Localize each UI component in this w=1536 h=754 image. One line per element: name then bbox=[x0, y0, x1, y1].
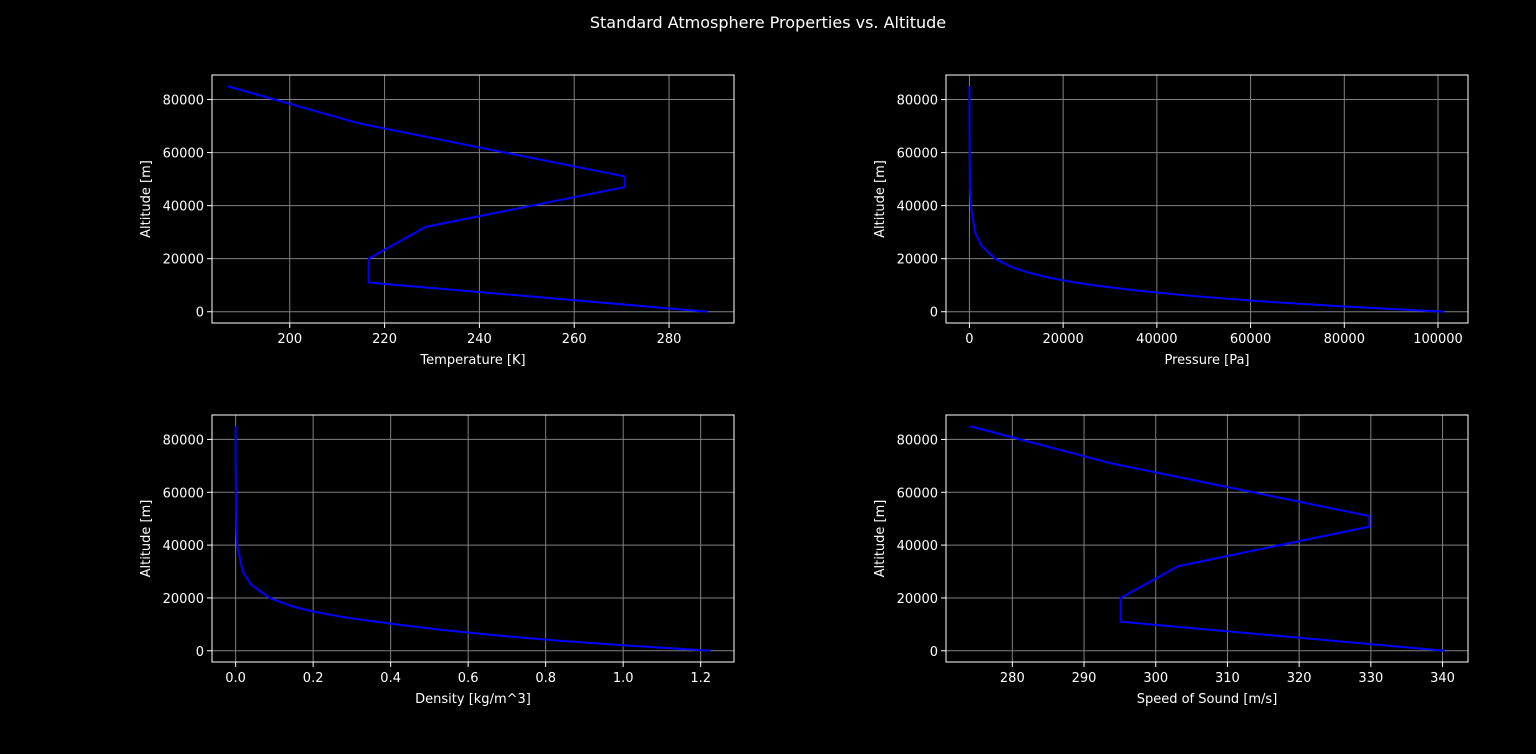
speed-of-sound-series-line-0 bbox=[969, 425, 1445, 652]
temperature-subplot: 200 220 240 260 280 0 20000 40000 60000 80000 Temp… bbox=[139, 74, 735, 368]
temperature-x-tick-label-1: 220 bbox=[372, 332, 397, 347]
speed-of-sound-axes-frame bbox=[945, 414, 1469, 663]
speed-of-sound-x-tick-label-2: 300 bbox=[1143, 671, 1168, 686]
speed-of-sound-y-tick-label-1: 20000 bbox=[897, 592, 938, 607]
pressure-x-tick-label-2: 40000 bbox=[1136, 332, 1177, 347]
temperature-series-line-0 bbox=[227, 85, 708, 313]
speed-of-sound-y-tick-label-4: 80000 bbox=[897, 433, 938, 448]
figure-title: Standard Atmosphere Properties vs. Altit… bbox=[590, 13, 946, 32]
speed-of-sound-x-tick-label-0: 280 bbox=[1000, 671, 1025, 686]
temperature-y-tick-label-4: 80000 bbox=[163, 94, 204, 109]
subplots: 200 220 240 260 280 0 20000 40000 60000 80000 Temp… bbox=[139, 74, 1469, 707]
pressure-x-tick-label-5: 100000 bbox=[1413, 332, 1463, 347]
density-x-tick-label-2: 0.4 bbox=[380, 671, 401, 686]
density-x-axis-label: Density [kg/m^3] bbox=[415, 692, 531, 707]
pressure-x-tick-label-3: 60000 bbox=[1230, 332, 1271, 347]
pressure-y-tick-label-1: 20000 bbox=[897, 253, 938, 268]
density-y-tick-label-0: 0 bbox=[196, 645, 204, 660]
density-y-tick-label-2: 40000 bbox=[163, 539, 204, 554]
density-axes-frame bbox=[211, 414, 735, 663]
density-y-tick-label-4: 80000 bbox=[163, 433, 204, 448]
speed-of-sound-x-tick-label-3: 310 bbox=[1215, 671, 1240, 686]
density-y-tick-label-3: 60000 bbox=[163, 486, 204, 501]
temperature-x-tick-label-0: 200 bbox=[277, 332, 302, 347]
temperature-y-tick-label-1: 20000 bbox=[163, 253, 204, 268]
density-x-tick-label-0: 0.0 bbox=[225, 671, 246, 686]
pressure-x-tick-label-1: 20000 bbox=[1042, 332, 1083, 347]
pressure-subplot: 0 20000 40000 60000 80000 100000 0 20000 40000 60… bbox=[873, 74, 1469, 368]
density-x-tick-label-5: 1.0 bbox=[613, 671, 634, 686]
pressure-axes-frame bbox=[945, 74, 1469, 324]
temperature-y-tick-label-2: 40000 bbox=[163, 200, 204, 215]
temperature-x-tick-label-2: 240 bbox=[467, 332, 492, 347]
density-y-axis-label: Altitude [m] bbox=[139, 500, 154, 578]
speed-of-sound-y-tick-label-3: 60000 bbox=[897, 486, 938, 501]
density-series-line-0 bbox=[234, 426, 711, 652]
pressure-y-tick-label-3: 60000 bbox=[897, 147, 938, 162]
speed-of-sound-x-tick-label-6: 340 bbox=[1430, 671, 1455, 686]
density-x-tick-label-4: 0.8 bbox=[535, 671, 556, 686]
density-x-tick-label-3: 0.6 bbox=[458, 671, 479, 686]
temperature-axes-frame bbox=[211, 74, 735, 324]
pressure-x-tick-label-4: 80000 bbox=[1324, 332, 1365, 347]
pressure-x-axis-label: Pressure [Pa] bbox=[1164, 353, 1249, 368]
speed-of-sound-y-tick-label-2: 40000 bbox=[897, 539, 938, 554]
speed-of-sound-y-tick-label-0: 0 bbox=[930, 645, 938, 660]
pressure-y-tick-label-0: 0 bbox=[930, 306, 938, 321]
speed-of-sound-x-tick-label-1: 290 bbox=[1072, 671, 1097, 686]
temperature-y-tick-label-0: 0 bbox=[196, 306, 204, 321]
temperature-y-tick-label-3: 60000 bbox=[163, 147, 204, 162]
density-subplot: 0.0 0.2 0.4 0.6 0.8 1.0 1.2 0 20000 40000 60000 800… bbox=[139, 414, 735, 707]
density-x-tick-label-6: 1.2 bbox=[690, 671, 711, 686]
temperature-x-tick-label-3: 260 bbox=[562, 332, 587, 347]
density-y-tick-label-1: 20000 bbox=[163, 592, 204, 607]
pressure-series-line-0 bbox=[968, 86, 1445, 313]
speed-of-sound-subplot: 280 290 300 310 320 330 340 0 20000 40000 60000 800… bbox=[873, 414, 1469, 707]
pressure-x-tick-label-0: 0 bbox=[965, 332, 973, 347]
speed-of-sound-y-axis-label: Altitude [m] bbox=[873, 500, 888, 578]
speed-of-sound-x-tick-label-5: 330 bbox=[1358, 671, 1383, 686]
temperature-x-axis-label: Temperature [K] bbox=[419, 353, 525, 368]
pressure-y-tick-label-4: 80000 bbox=[897, 94, 938, 109]
density-x-tick-label-1: 0.2 bbox=[303, 671, 324, 686]
temperature-y-axis-label: Altitude [m] bbox=[139, 160, 154, 238]
speed-of-sound-x-tick-label-4: 320 bbox=[1287, 671, 1312, 686]
pressure-y-axis-label: Altitude [m] bbox=[873, 160, 888, 238]
temperature-x-tick-label-4: 280 bbox=[657, 332, 682, 347]
speed-of-sound-x-axis-label: Speed of Sound [m/s] bbox=[1137, 692, 1278, 707]
pressure-y-tick-label-2: 40000 bbox=[897, 200, 938, 215]
